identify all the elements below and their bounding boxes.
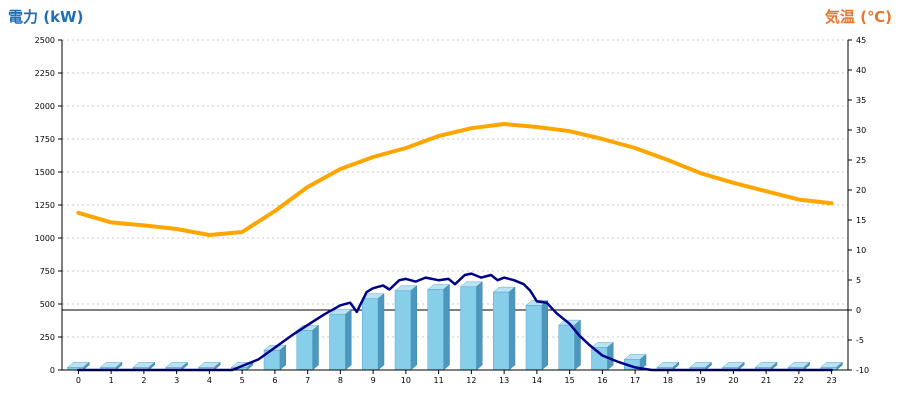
line-layer	[76, 122, 834, 372]
grid-layer	[62, 39, 848, 338]
x-tick-label: 2	[141, 376, 146, 385]
right-tick-label: 0	[856, 306, 861, 315]
bar	[558, 324, 575, 371]
bar-side	[312, 324, 319, 371]
x-tick-label: 10	[401, 376, 411, 385]
left-tick-label: 0	[50, 366, 55, 375]
x-tick-label: 5	[240, 376, 245, 385]
right-tick-label: 40	[856, 66, 866, 75]
right-tick-label: 5	[856, 276, 861, 285]
left-tick-label: 2000	[35, 102, 55, 111]
x-tick-label: 11	[434, 376, 444, 385]
bar	[362, 298, 379, 371]
right-axis-title: 気温 (℃)	[825, 8, 892, 26]
right-tick-label: -10	[856, 366, 869, 375]
right-tick-label: 35	[856, 96, 866, 105]
x-tick-label: 22	[794, 376, 804, 385]
bar	[296, 330, 313, 371]
x-tick-label: 0	[76, 376, 81, 385]
x-tick-label: 8	[338, 376, 343, 385]
bar-side	[410, 285, 417, 371]
right-tick-label: -5	[856, 336, 864, 345]
bar	[394, 290, 411, 371]
x-tick-label: 6	[272, 376, 277, 385]
bar-side	[574, 319, 581, 371]
x-tick-label: 3	[174, 376, 179, 385]
right-tick-label: 30	[856, 126, 866, 135]
x-tick-label: 14	[532, 376, 542, 385]
bar-side	[475, 281, 483, 371]
bar	[525, 305, 542, 371]
bar-side	[606, 342, 614, 371]
x-tick-label: 9	[371, 376, 376, 385]
left-tick-label: 2250	[35, 69, 55, 78]
bar-side	[377, 293, 385, 371]
x-tick-label: 15	[565, 376, 575, 385]
left-axis-title: 電力 (kW)	[8, 8, 83, 26]
x-tick-label: 16	[597, 376, 607, 385]
bar-side	[443, 283, 450, 371]
x-tick-label: 7	[305, 376, 310, 385]
bar	[427, 289, 444, 371]
left-tick-label: 1250	[35, 201, 55, 210]
left-tick-label: 500	[40, 300, 55, 309]
x-tick-label: 18	[663, 376, 673, 385]
x-tick-label: 20	[728, 376, 738, 385]
bar-side	[541, 299, 548, 371]
left-tick-label: 250	[40, 333, 55, 342]
x-tick-label: 17	[630, 376, 640, 385]
left-tick-label: 1750	[35, 135, 55, 144]
right-tick-label: 10	[856, 246, 866, 255]
left-tick-label: 2500	[35, 36, 55, 45]
bar-side	[344, 309, 352, 371]
axis-layer: 02505007501000125015001750200022502500-1…	[35, 36, 869, 385]
bar	[493, 291, 510, 371]
x-tick-label: 23	[827, 376, 837, 385]
x-tick-label: 13	[499, 376, 509, 385]
bar	[460, 286, 477, 371]
left-tick-label: 1000	[35, 234, 55, 243]
left-tick-label: 750	[40, 267, 55, 276]
x-tick-label: 21	[761, 376, 771, 385]
power-line	[77, 272, 833, 372]
right-tick-label: 20	[856, 186, 866, 195]
x-tick-label: 12	[466, 376, 476, 385]
right-tick-label: 25	[856, 156, 866, 165]
x-tick-label: 4	[207, 376, 212, 385]
bar	[329, 314, 346, 371]
x-tick-label: 19	[696, 376, 706, 385]
bar-layer	[66, 281, 844, 371]
left-tick-label: 1500	[35, 168, 55, 177]
bar	[591, 347, 608, 371]
x-tick-label: 1	[109, 376, 114, 385]
bar-side	[508, 286, 516, 371]
temperature-line	[76, 122, 834, 237]
right-tick-label: 15	[856, 216, 866, 225]
right-tick-label: 45	[856, 36, 866, 45]
